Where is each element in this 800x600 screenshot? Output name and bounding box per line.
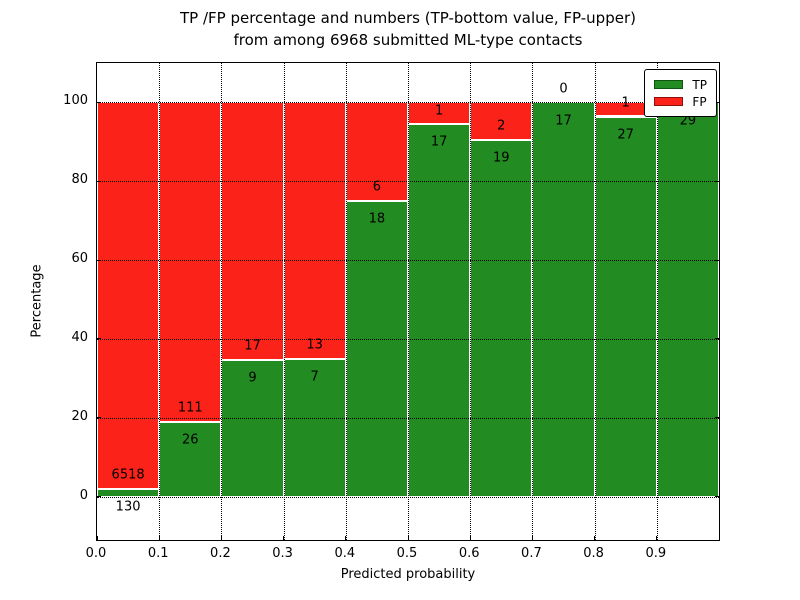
x-tick-bottom-0.8 xyxy=(594,536,596,540)
chart-title-line-2: from among 6968 submitted ML-type contac… xyxy=(233,30,583,49)
legend-entry-tp: TP xyxy=(654,76,707,93)
bar-segment-tp-4 xyxy=(345,200,408,497)
x-tick-label-0.2: 0.2 xyxy=(210,546,231,561)
plot-inner: 651813011126179137618117219017127029 xyxy=(97,63,719,540)
y-tick-label-0: 0 xyxy=(79,487,88,503)
y-tick-left-100 xyxy=(97,101,101,103)
bar-segment-tp-7 xyxy=(532,102,595,497)
bar-segment-fp-2 xyxy=(221,102,284,361)
x-tick-label-0.1: 0.1 xyxy=(147,546,169,561)
fp-count-label-6: 2 xyxy=(497,118,506,134)
tp-count-label-7: 17 xyxy=(555,113,572,129)
tp-count-label-1: 26 xyxy=(182,432,199,448)
plot-area: 651813011126179137618117219017127029 TP … xyxy=(96,62,720,541)
tp-count-label-3: 7 xyxy=(310,369,319,385)
y-tick-right-60 xyxy=(715,259,719,261)
y-tick-label-20: 20 xyxy=(71,408,88,424)
x-tick-bottom-0.7 xyxy=(531,536,533,540)
y-axis-label: Percentage xyxy=(29,264,45,338)
x-tick-bottom-0.6 xyxy=(469,536,471,540)
legend-swatch-fp xyxy=(654,97,684,106)
gridline-v-0.8 xyxy=(594,63,596,540)
bar-segment-tp-2 xyxy=(221,360,284,497)
chart-title: TP /FP percentage and numbers (TP-bottom… xyxy=(96,8,720,52)
y-tick-label-60: 60 xyxy=(71,251,88,267)
x-tick-bottom-0.9 xyxy=(656,536,658,540)
bar-segment-tp-6 xyxy=(470,139,533,497)
gridline-v-0.5 xyxy=(408,63,409,540)
tp-count-label-6: 19 xyxy=(493,150,510,166)
gridline-v-0.7 xyxy=(532,63,534,540)
y-tick-label-40: 40 xyxy=(71,329,88,345)
x-tick-label-0.0: 0.0 xyxy=(85,546,107,561)
legend-entry-fp: FP xyxy=(654,93,707,110)
x-tick-label-0.9: 0.9 xyxy=(645,546,667,561)
x-tick-label-0.3: 0.3 xyxy=(272,546,293,561)
y-tick-left-60 xyxy=(97,259,101,261)
gridline-v-0.2 xyxy=(221,63,223,540)
fp-count-label-1: 111 xyxy=(177,400,203,416)
gridline-v-0.6 xyxy=(470,63,472,540)
y-tick-left-0 xyxy=(97,496,101,498)
fp-count-label-0: 6518 xyxy=(111,467,145,483)
fp-count-label-2: 17 xyxy=(244,338,261,354)
gridline-v-0.1 xyxy=(159,63,161,540)
x-tick-label-0.8: 0.8 xyxy=(583,546,604,561)
gridline-v-0.4 xyxy=(345,63,347,540)
bar-segment-tp-8 xyxy=(594,116,657,497)
y-tick-left-80 xyxy=(97,180,101,182)
x-tick-label-0.6: 0.6 xyxy=(458,546,480,561)
tp-count-label-4: 18 xyxy=(368,211,386,227)
fp-count-label-7: 0 xyxy=(559,81,568,97)
bar-segment-tp-0 xyxy=(97,488,160,497)
tp-count-label-8: 27 xyxy=(617,127,634,143)
gridline-v-0.3 xyxy=(283,63,285,540)
fp-count-label-3: 13 xyxy=(306,337,323,353)
x-tick-bottom-0.5 xyxy=(407,536,409,540)
bar-segment-tp-9 xyxy=(656,102,719,497)
y-tick-right-0 xyxy=(715,496,719,498)
tp-count-label-2: 9 xyxy=(248,370,257,386)
fp-count-label-8: 1 xyxy=(621,95,630,111)
x-tick-bottom-0.0 xyxy=(97,536,98,540)
bar-segment-fp-3 xyxy=(283,102,346,359)
x-tick-bottom-0.2 xyxy=(220,536,222,540)
x-tick-label-0.5: 0.5 xyxy=(396,546,418,561)
x-tick-bottom-0.1 xyxy=(158,536,160,540)
bar-segment-fp-0 xyxy=(97,102,160,489)
y-tick-right-80 xyxy=(715,180,719,182)
x-axis-label: Predicted probability xyxy=(340,567,476,582)
x-tick-bottom-0.4 xyxy=(345,536,347,540)
y-tick-label-100: 100 xyxy=(63,93,88,109)
fp-count-label-5: 1 xyxy=(434,103,444,119)
legend: TP FP xyxy=(644,69,717,117)
chart-title-line-1: TP /FP percentage and numbers (TP-bottom… xyxy=(180,9,636,27)
y-tick-right-40 xyxy=(715,338,719,340)
x-tick-label-0.7: 0.7 xyxy=(521,546,542,561)
legend-label-tp: TP xyxy=(692,77,707,92)
bar-segment-fp-1 xyxy=(159,102,222,422)
fp-count-label-4: 6 xyxy=(372,179,382,195)
y-tick-label-80: 80 xyxy=(71,172,88,188)
y-tick-right-20 xyxy=(715,417,719,419)
y-tick-right-100 xyxy=(715,101,719,103)
tp-count-label-5: 17 xyxy=(430,134,448,150)
x-tick-bottom-0.3 xyxy=(283,536,285,540)
bar-segment-fp-4 xyxy=(345,102,408,201)
y-tick-left-40 xyxy=(97,338,101,340)
bar-segment-tp-5 xyxy=(408,124,471,497)
legend-swatch-tp xyxy=(654,80,684,89)
tp-count-label-0: 130 xyxy=(115,499,141,515)
x-tick-label-0.4: 0.4 xyxy=(334,546,356,561)
legend-label-fp: FP xyxy=(692,94,707,109)
gridline-v-0.9 xyxy=(656,63,658,540)
y-tick-left-20 xyxy=(97,417,101,419)
